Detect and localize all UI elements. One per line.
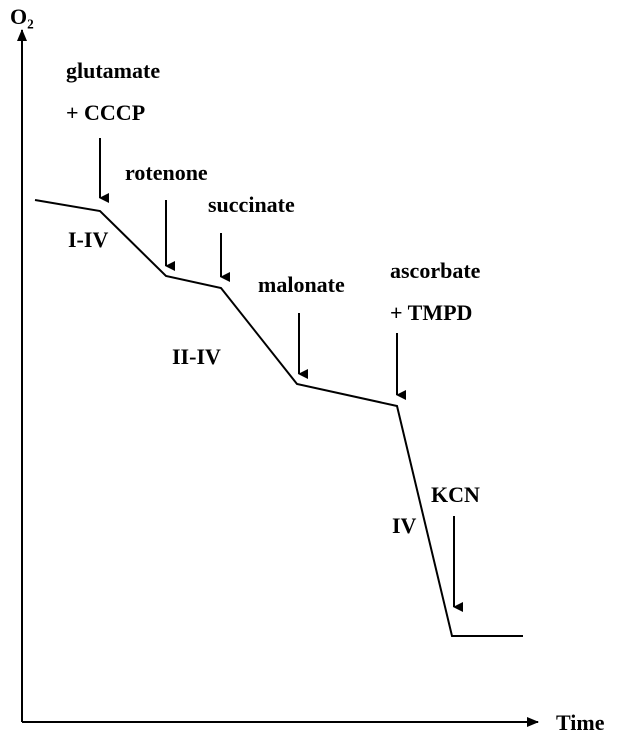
y-axis-label: O₂ (10, 4, 34, 29)
segment-label: I-IV (68, 227, 108, 252)
annotation: succinate (208, 192, 295, 217)
annotation: glutamate (66, 58, 160, 83)
annotation: rotenone (125, 160, 208, 185)
oxygen-trace (34, 199, 523, 637)
annotation: + TMPD (390, 300, 472, 325)
x-axis-label: Time (556, 710, 605, 733)
annotation: ascorbate (390, 258, 481, 283)
annotation: + CCCP (66, 100, 145, 125)
segment-label: II-IV (172, 344, 221, 369)
annotation: KCN (431, 482, 480, 507)
annotation: malonate (258, 272, 345, 297)
segment-label: IV (392, 513, 417, 538)
